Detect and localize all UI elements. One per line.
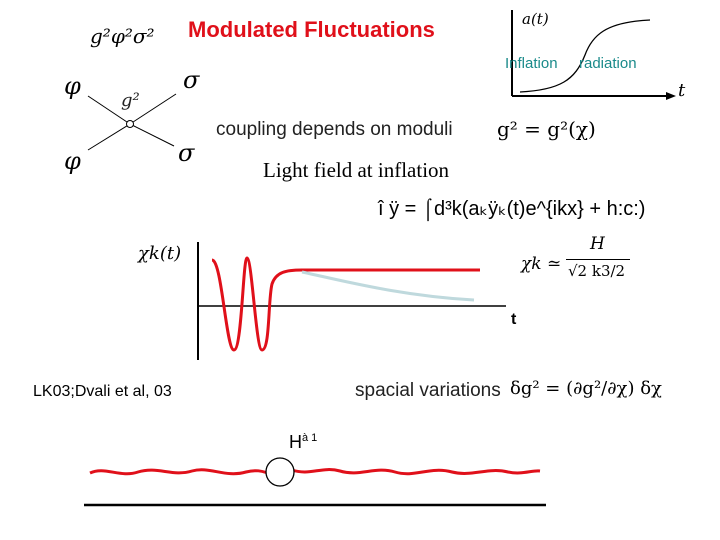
amplitude-lhs: χk ≃ [521,254,562,274]
vertex-line-bottom-left [87,123,131,151]
scale-factor-curve [519,19,651,93]
amplitude-fraction-bar [566,259,630,260]
amplitude-numerator: H [590,234,605,254]
light-field-text: Light field at inflation [263,158,450,182]
mode-decay-curve [301,270,475,302]
horizon-label-main: H [289,432,302,452]
spacial-text: spacial variations [355,380,501,401]
coupling-vertex-label: g² [121,90,140,111]
phi-top-label: φ [64,72,81,100]
horizon-label: Hà 1 [289,432,317,453]
scale-plot-x-label: t [678,80,686,101]
phase-radiation-label: radiation [579,55,637,72]
mode-plot-y-label: χk(t) [138,243,182,264]
sigma-top-label: σ [183,66,200,94]
mode-plot-x-label: t [511,311,517,328]
mode-oscillation-curve [210,256,480,352]
spacial-formula: δg² = (∂g²/∂χ) δχ [510,378,662,399]
vertex-formula: g²φ²σ² [90,24,155,48]
vertex-line-bottom-right [129,123,175,147]
coupling-formula: g² = g²(χ) [497,117,596,141]
page-title: Modulated Fluctuations [188,17,435,42]
phase-inflation-label: Inflation [505,55,558,72]
vertex-line-top-right [129,93,177,125]
reference-citation: LK03;Dvali et al, 03 [33,383,172,400]
horizon-label-sup: à 1 [302,432,318,444]
scale-plot-arrow [666,92,676,100]
vertex-dot [126,120,134,128]
vertex-line-top-left [87,95,131,125]
scale-plot-y-label: a(t) [522,10,549,28]
sigma-bottom-label: σ [178,139,195,167]
phi-bottom-label: φ [64,147,81,175]
coupling-text: coupling depends on moduli [216,119,453,140]
horizon-circle [265,457,295,487]
field-expansion-formula: î ÿ = ⌠d³k(aₖÿₖ(t)e^{ikx} + h:c:) [378,198,646,220]
spatial-variation-curve [89,468,541,476]
amplitude-denominator: √2 k3/2 [568,262,626,280]
